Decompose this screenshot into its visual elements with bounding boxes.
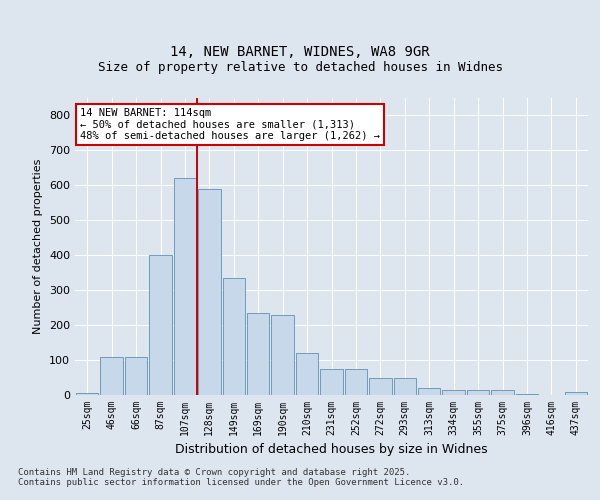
Bar [198,188,221,395]
Bar [296,353,319,395]
Bar [418,388,440,395]
Bar [344,369,367,395]
Bar [247,313,269,395]
Text: 14 NEW BARNET: 114sqm
← 50% of detached houses are smaller (1,313)
48% of semi-d: 14 NEW BARNET: 114sqm ← 50% of detached … [80,108,380,141]
Bar [173,178,196,395]
Bar [442,390,465,395]
Text: 14, NEW BARNET, WIDNES, WA8 9GR: 14, NEW BARNET, WIDNES, WA8 9GR [170,46,430,60]
Text: Contains HM Land Registry data © Crown copyright and database right 2025.
Contai: Contains HM Land Registry data © Crown c… [18,468,464,487]
Bar [149,255,172,395]
Bar [394,378,416,395]
Bar [467,390,490,395]
Bar [320,369,343,395]
Bar [491,390,514,395]
Y-axis label: Number of detached properties: Number of detached properties [34,158,43,334]
Bar [271,314,294,395]
Bar [223,278,245,395]
X-axis label: Distribution of detached houses by size in Widnes: Distribution of detached houses by size … [175,444,488,456]
Bar [515,394,538,395]
Bar [565,392,587,395]
Bar [76,393,98,395]
Bar [100,356,123,395]
Bar [369,378,392,395]
Bar [125,356,148,395]
Text: Size of property relative to detached houses in Widnes: Size of property relative to detached ho… [97,61,503,74]
